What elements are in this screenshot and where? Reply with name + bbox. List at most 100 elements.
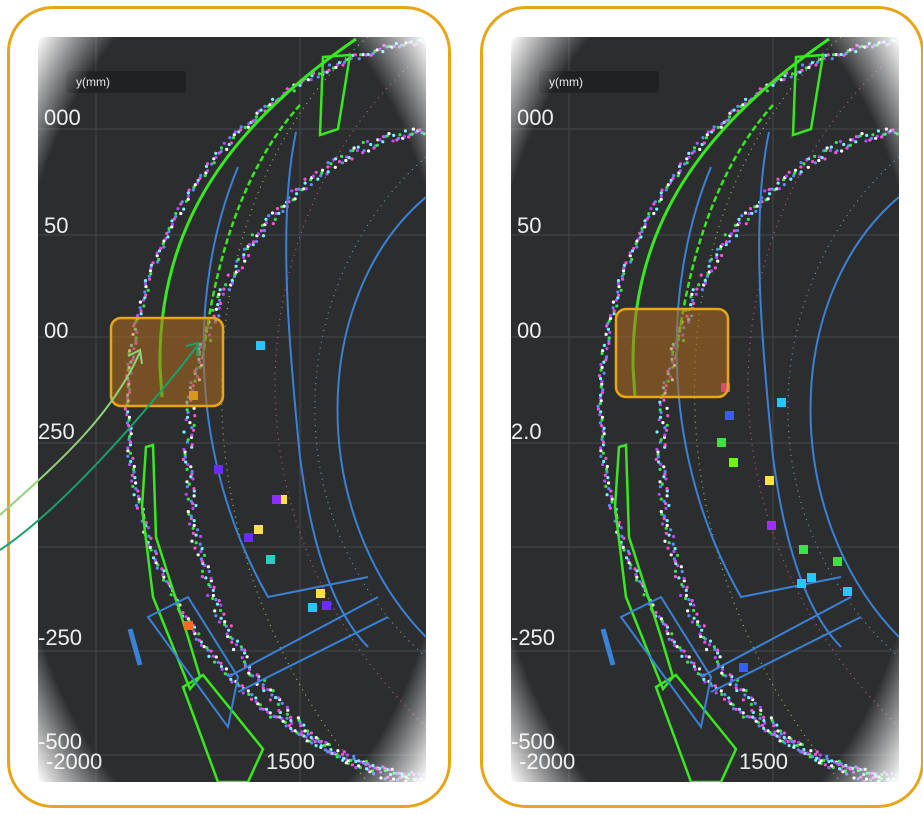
speckle-point: [248, 667, 252, 672]
speckle-point: [673, 575, 677, 579]
blue-outline-shape: [127, 628, 143, 666]
speckle-point: [811, 755, 815, 759]
speckle-point: [733, 223, 738, 227]
speckle-point: [251, 119, 255, 123]
speckle-point: [192, 494, 196, 498]
speckle-point: [255, 673, 259, 677]
speckle-point: [293, 729, 297, 733]
speckle-point: [607, 339, 611, 343]
speckle-point: [632, 246, 636, 251]
speckle-point: [844, 763, 848, 768]
speckle-point: [184, 418, 188, 422]
speckle-point: [326, 170, 330, 174]
speckle-point: [196, 553, 200, 557]
speckle-point: [127, 437, 131, 441]
speckle-point: [727, 700, 731, 704]
speckle-point: [258, 703, 262, 707]
speckle-point: [302, 723, 306, 727]
speckle-point: [672, 640, 676, 644]
speckle-point: [238, 128, 243, 132]
speckle-point: [599, 385, 603, 389]
left-ytick-6: -500: [38, 729, 83, 754]
speckle-point: [371, 763, 375, 768]
speckle-point: [607, 503, 612, 508]
marker-square: [272, 495, 281, 504]
speckle-point: [357, 57, 361, 61]
speckle-point: [670, 632, 674, 636]
speckle-point: [278, 715, 282, 719]
speckle-point: [807, 65, 811, 70]
speckle-point: [688, 602, 693, 606]
speckle-point: [276, 702, 280, 707]
speckle-point: [687, 598, 691, 602]
speckle-point: [327, 63, 332, 67]
speckle-point: [719, 125, 723, 129]
speckle-point: [829, 145, 833, 149]
marker-square: [184, 621, 193, 630]
marker-square: [316, 589, 325, 598]
speckle-point: [702, 141, 706, 145]
speckle-point: [230, 680, 234, 684]
speckle-point: [337, 160, 342, 164]
speckle-point: [856, 769, 860, 773]
speckle-point: [217, 599, 221, 603]
speckle-point: [392, 133, 396, 137]
speckle-point: [126, 454, 130, 458]
speckle-point: [418, 128, 422, 132]
speckle-point: [865, 777, 869, 781]
speckle-point: [298, 83, 302, 87]
speckle-point: [789, 177, 793, 181]
speckle-point: [306, 78, 310, 82]
speckle-point: [892, 777, 896, 781]
speckle-point: [286, 708, 290, 712]
speckle-point: [304, 187, 308, 191]
speckle-point: [141, 298, 145, 302]
speckle-point: [268, 711, 272, 715]
speckle-point: [880, 135, 884, 139]
speckle-point: [247, 242, 251, 246]
speckle-point: [844, 52, 848, 56]
speckle-point: [750, 211, 754, 215]
blue-outline-shape: [600, 628, 616, 666]
speckle-point: [608, 316, 613, 321]
speckle-point: [333, 165, 337, 169]
speckle-point: [148, 277, 152, 281]
speckle-point: [820, 156, 824, 160]
speckle-point: [190, 539, 194, 543]
speckle-point: [766, 197, 770, 201]
speckle-point: [689, 660, 693, 664]
speckle-point: [748, 207, 753, 211]
speckle-point: [884, 127, 888, 131]
speckle-point: [758, 87, 762, 91]
speckle-point: [211, 596, 215, 601]
speckle-point: [690, 599, 694, 603]
speckle-point: [185, 440, 189, 444]
speckle-point: [188, 522, 192, 526]
speckle-point: [671, 176, 675, 180]
speckle-point: [232, 133, 236, 137]
speckle-point: [817, 757, 821, 761]
speckle-point: [309, 731, 313, 735]
speckle-point: [601, 440, 605, 444]
speckle-point: [763, 729, 767, 733]
speckle-point: [670, 638, 674, 642]
speckle-point: [280, 205, 284, 209]
speckle-point: [277, 211, 281, 215]
speckle-point: [246, 125, 250, 129]
arrow-light-green: [0, 351, 141, 516]
speckle-point: [381, 140, 385, 144]
speckle-point: [862, 772, 866, 777]
speckle-point: [273, 217, 277, 221]
speckle-point: [237, 269, 241, 273]
speckle-point: [730, 109, 734, 113]
speckle-point: [226, 273, 230, 277]
speckle-point: [716, 648, 720, 652]
speckle-point: [365, 139, 369, 144]
speckle-point: [602, 371, 606, 375]
speckle-point: [186, 194, 190, 198]
right-ytick-2: 50: [517, 213, 542, 238]
speckle-point: [630, 257, 634, 262]
speckle-point: [329, 748, 333, 752]
speckle-point: [824, 53, 828, 57]
speckle-point: [351, 53, 355, 57]
